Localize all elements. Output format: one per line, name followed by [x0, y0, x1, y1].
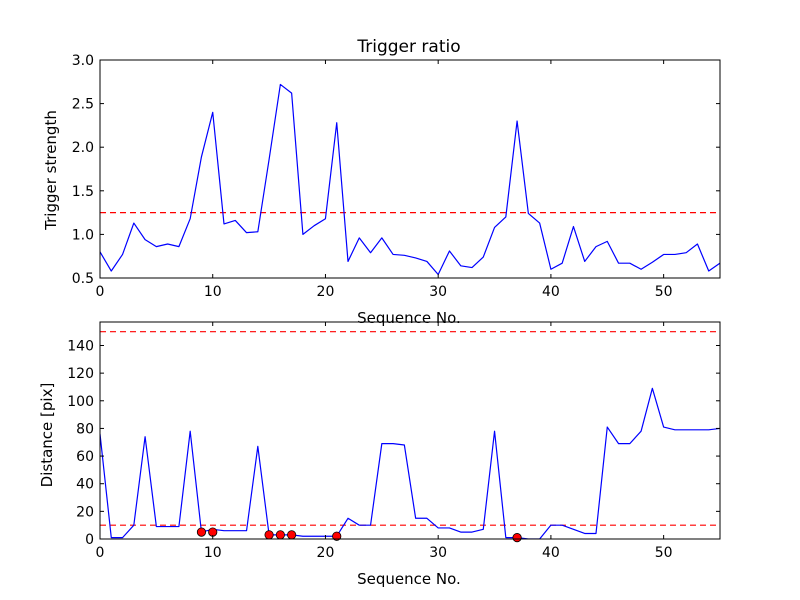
plot-title: Trigger ratio [356, 37, 460, 57]
y-axis-label: Distance [pix] [38, 383, 56, 488]
y-tick-label: 0.5 [72, 271, 94, 287]
x-tick-label: 40 [542, 284, 560, 300]
y-tick-label: 100 [67, 394, 94, 410]
trigger-point [512, 533, 522, 543]
y-tick-label: 2.5 [72, 97, 94, 113]
x-tick-label: 30 [429, 284, 447, 300]
series-line [100, 83, 720, 276]
y-tick-label: 1.5 [72, 184, 94, 200]
x-tick-label: 50 [655, 284, 673, 300]
x-tick-label: 20 [317, 284, 335, 300]
y-axis-label: Trigger strength [42, 110, 60, 231]
y-tick-label: 20 [76, 504, 94, 520]
y-tick-label: 1.0 [72, 227, 94, 243]
x-axis-label: Sequence No. [357, 570, 461, 588]
distance-plot: Distance [pix] Sequence No. 0 10 20 30 40 50 0… [38, 321, 721, 588]
y-tick-label: 80 [76, 421, 94, 437]
y-tick-label: 40 [76, 477, 94, 493]
plot-frame [99, 321, 721, 540]
x-tick-label: 10 [204, 284, 222, 300]
trigger-point [287, 530, 297, 540]
x-tick-label: 40 [542, 545, 560, 561]
y-tick-label: 120 [67, 366, 94, 382]
y-tick-label: 140 [67, 338, 94, 354]
trigger-point [196, 527, 207, 537]
x-tick-label: 30 [429, 545, 447, 561]
plot-frame [99, 59, 721, 279]
x-tick-label: 0 [96, 284, 105, 300]
trigger-point [332, 531, 342, 541]
trigger-point [275, 530, 285, 540]
y-tick-label: 3.0 [72, 53, 94, 69]
x-tick-label: 20 [317, 545, 335, 561]
x-axis-label: Sequence No. [357, 309, 461, 327]
trigger-point [264, 530, 274, 540]
y-tick-label: 2.0 [72, 140, 94, 156]
y-tick-label: 0 [85, 532, 94, 548]
x-tick-label: 10 [204, 545, 222, 561]
x-tick-label: 0 [96, 545, 105, 561]
x-tick-label: 50 [655, 545, 673, 561]
y-tick-label: 60 [76, 449, 94, 465]
